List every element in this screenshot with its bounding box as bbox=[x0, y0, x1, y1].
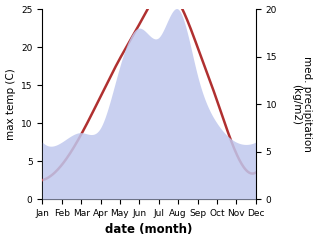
Y-axis label: max temp (C): max temp (C) bbox=[5, 68, 16, 140]
Y-axis label: med. precipitation
(kg/m2): med. precipitation (kg/m2) bbox=[291, 56, 313, 152]
X-axis label: date (month): date (month) bbox=[105, 223, 193, 236]
